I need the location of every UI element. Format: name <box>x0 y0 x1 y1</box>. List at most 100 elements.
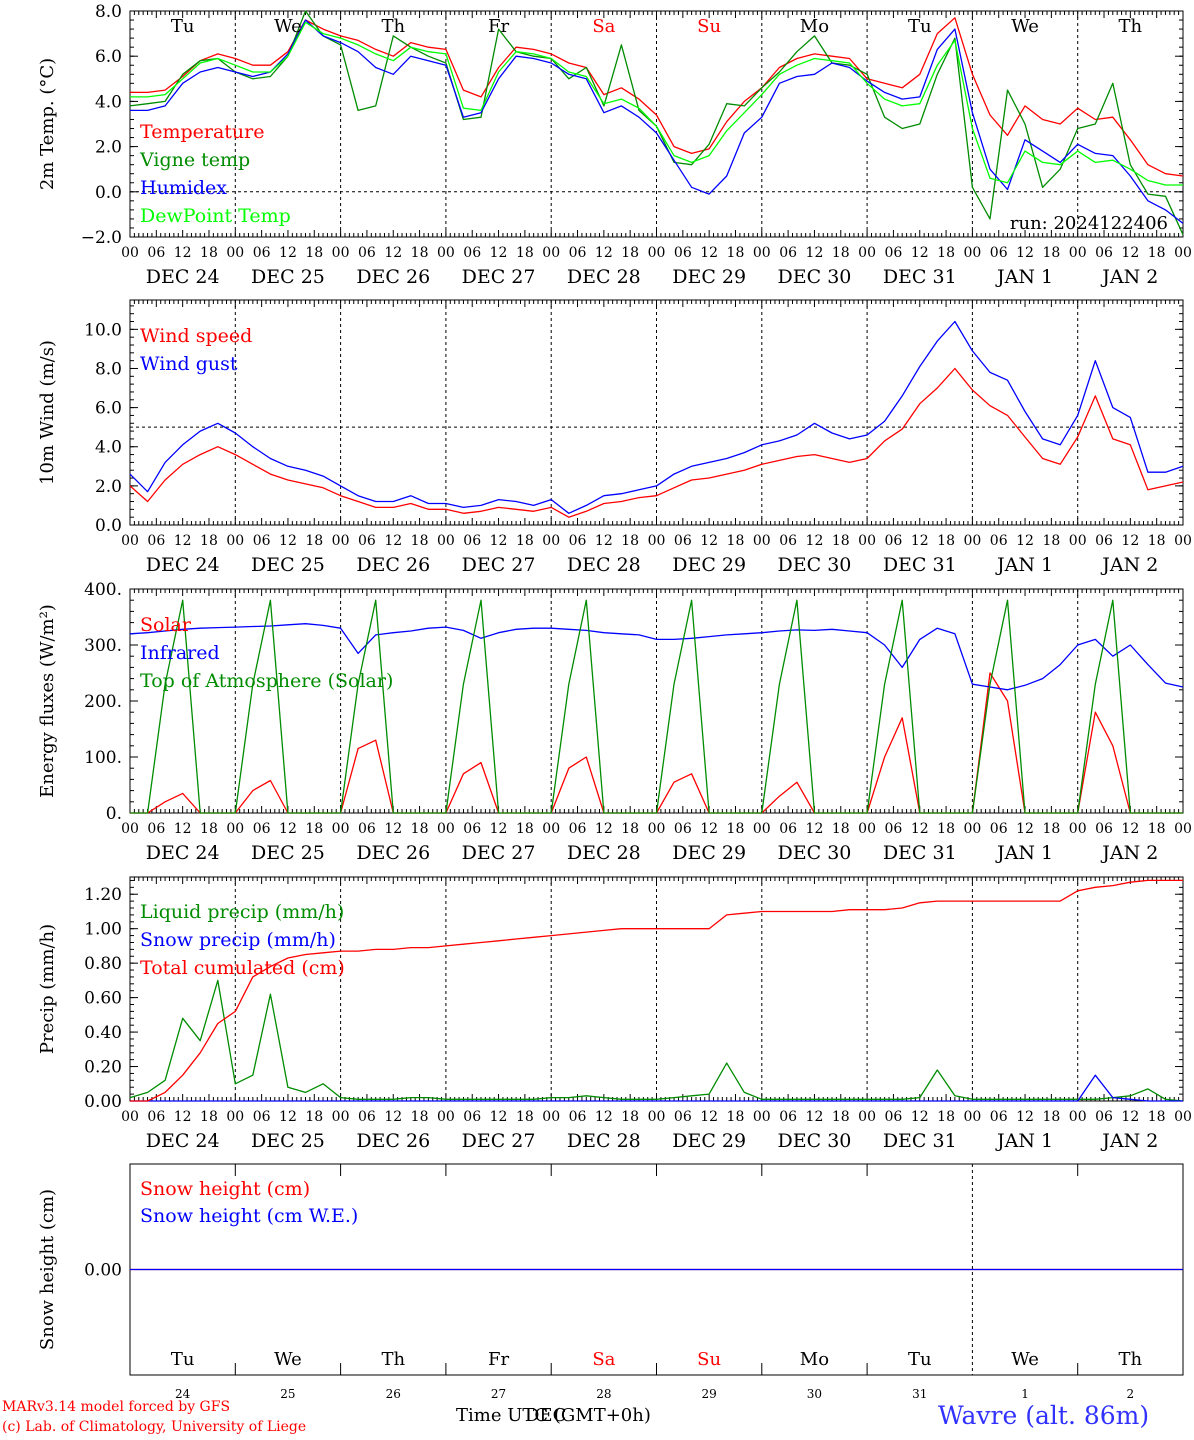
hour-label: 00 <box>753 1109 771 1125</box>
hour-label: 18 <box>411 1109 429 1125</box>
hour-label: 18 <box>832 245 850 261</box>
legend-entry: Solar <box>140 614 192 636</box>
hour-label: 06 <box>1095 245 1113 261</box>
hour-label: 12 <box>700 245 718 261</box>
date-label: DEC 28 <box>567 266 641 288</box>
run-label: run: 2024122406 <box>1010 213 1168 234</box>
weekday-label: We <box>274 16 302 37</box>
plot-frame <box>129 588 1184 814</box>
hour-label: 12 <box>806 245 824 261</box>
series-dewpoint-temp <box>130 21 1183 186</box>
date-label: DEC 25 <box>251 1130 325 1152</box>
hour-label: 12 <box>490 1109 508 1125</box>
hour-label: 00 <box>1069 533 1087 549</box>
hour-label: 00 <box>332 1109 350 1125</box>
hour-label: 18 <box>621 533 639 549</box>
hour-label: 18 <box>621 1109 639 1125</box>
hour-label: 00 <box>1174 533 1192 549</box>
hour-label: 00 <box>437 821 455 837</box>
hour-label: 00 <box>542 533 560 549</box>
hour-label: 06 <box>1095 1109 1113 1125</box>
hour-label: 12 <box>279 533 297 549</box>
hour-label: 18 <box>200 245 218 261</box>
hour-label: 00 <box>542 821 560 837</box>
hour-label: 18 <box>937 821 955 837</box>
weekday-label: We <box>274 1349 302 1370</box>
series-total-cumulated-cm <box>130 879 1183 1102</box>
hour-label: 00 <box>648 245 666 261</box>
date-label: DEC 31 <box>883 266 957 288</box>
hour-label: 00 <box>121 821 139 837</box>
hour-label: 12 <box>595 821 613 837</box>
hour-label: 00 <box>1069 821 1087 837</box>
hour-label: 00 <box>1069 245 1087 261</box>
hour-label: 06 <box>358 533 376 549</box>
y-axis-label: 2m Temp. (°C) <box>37 58 58 190</box>
hour-label: 00 <box>1174 1109 1192 1125</box>
hour-label: 06 <box>253 245 271 261</box>
y-tick-label: 1.00 <box>84 920 122 940</box>
hour-label: 12 <box>595 1109 613 1125</box>
hour-label: 00 <box>648 533 666 549</box>
hour-label: 00 <box>858 533 876 549</box>
hour-label: 00 <box>753 533 771 549</box>
weekday-label: Tu <box>908 1349 932 1370</box>
hour-label: 00 <box>963 821 981 837</box>
weekday-label: Sa <box>592 1349 615 1370</box>
date-label: DEC 25 <box>251 554 325 576</box>
y-tick-label: 4.0 <box>95 92 122 112</box>
legend-entry: DewPoint Temp <box>140 205 291 227</box>
hour-label: 06 <box>463 1109 481 1125</box>
day-number-label: 28 <box>596 1387 611 1401</box>
hour-label: 00 <box>226 533 244 549</box>
hour-label: 18 <box>411 245 429 261</box>
weekday-label: Tu <box>908 16 932 37</box>
y-axis-label: Snow height (cm) <box>37 1189 58 1350</box>
legend-entry: Humidex <box>140 177 227 199</box>
hour-label: 18 <box>937 245 955 261</box>
weekday-label: Tu <box>171 16 195 37</box>
weekday-label: Su <box>697 1349 721 1370</box>
weekday-label: We <box>1011 16 1039 37</box>
hour-label: 06 <box>569 1109 587 1125</box>
panel-snow: 0.00 Snow height (cm) Snow height (cm) Snow… <box>37 1163 1184 1401</box>
hour-label: 18 <box>516 245 534 261</box>
hour-label: 06 <box>358 821 376 837</box>
hour-label: 12 <box>490 821 508 837</box>
hour-label: 06 <box>990 1109 1008 1125</box>
hour-label: 18 <box>832 533 850 549</box>
legend-entry: Liquid precip (mm/h) <box>140 901 344 923</box>
date-label: JAN 1 <box>995 554 1053 576</box>
hour-label: 12 <box>1016 1109 1034 1125</box>
date-label: DEC 30 <box>778 266 852 288</box>
hour-label: 18 <box>621 245 639 261</box>
y-tick-label: 8.0 <box>95 2 122 22</box>
legend-entry: Infrared <box>140 642 220 664</box>
date-label: DEC 27 <box>462 1130 536 1152</box>
hour-label: 18 <box>305 1109 323 1125</box>
hour-label: 00 <box>121 533 139 549</box>
hour-label: 00 <box>332 533 350 549</box>
hour-label: 12 <box>279 821 297 837</box>
hour-label: 12 <box>279 245 297 261</box>
copyright-credit: (c) Lab. of Climatology, University of L… <box>2 1419 307 1435</box>
day-number-label: 25 <box>280 1387 295 1401</box>
hour-label: 06 <box>885 533 903 549</box>
hour-label: 18 <box>832 1109 850 1125</box>
hour-label: 00 <box>332 821 350 837</box>
hour-label: 18 <box>727 1109 745 1125</box>
y-tick-label: 300. <box>84 636 122 656</box>
hour-label: 06 <box>674 821 692 837</box>
date-label: DEC 25 <box>251 266 325 288</box>
hour-label: 12 <box>490 533 508 549</box>
weekday-label: Mo <box>800 16 829 37</box>
hour-label: 06 <box>463 245 481 261</box>
hour-label: 06 <box>1095 821 1113 837</box>
weekday-label: Mo <box>800 1349 829 1370</box>
hour-label: 00 <box>648 821 666 837</box>
hour-label: 00 <box>542 245 560 261</box>
hour-label: 12 <box>595 245 613 261</box>
date-label: DEC 29 <box>672 554 746 576</box>
date-label: DEC 27 <box>462 842 536 864</box>
legend-entry: Wind speed <box>140 325 252 347</box>
